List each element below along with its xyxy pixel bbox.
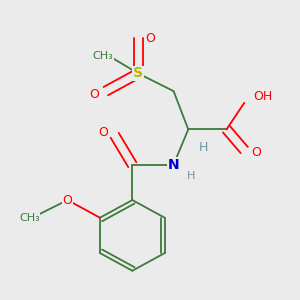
Text: OH: OH: [253, 91, 272, 103]
Text: O: O: [63, 194, 73, 207]
Text: O: O: [98, 126, 108, 139]
Text: H: H: [187, 172, 195, 182]
Text: N: N: [168, 158, 179, 172]
Text: O: O: [251, 146, 261, 159]
Text: S: S: [133, 66, 143, 80]
Text: O: O: [145, 32, 155, 45]
Text: O: O: [89, 88, 99, 100]
Text: CH₃: CH₃: [19, 213, 40, 223]
Text: H: H: [198, 141, 208, 154]
Text: CH₃: CH₃: [92, 51, 113, 61]
